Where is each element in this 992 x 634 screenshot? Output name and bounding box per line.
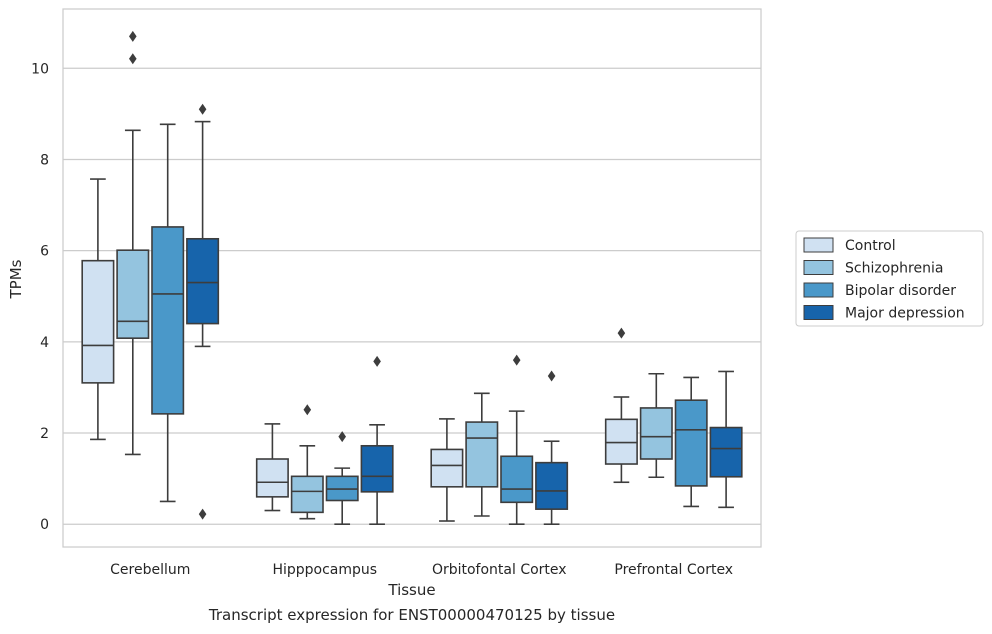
box xyxy=(674,399,708,487)
y-tick-label: 10 xyxy=(31,61,49,77)
y-tick-label: 0 xyxy=(40,517,49,533)
box-group xyxy=(604,327,638,484)
legend: Control Schizophrenia Bipolar disorder Majo… xyxy=(795,230,984,327)
chart-caption: Transcript expression for ENST0000047012… xyxy=(208,606,616,624)
box xyxy=(604,418,638,465)
outlier-point xyxy=(338,431,346,443)
plot-frame xyxy=(62,8,762,548)
x-tick-label: Hipppocampus xyxy=(272,562,377,578)
box xyxy=(81,259,115,384)
outlier-point xyxy=(547,370,556,382)
legend-label: Major depression xyxy=(845,306,965,322)
box xyxy=(186,237,220,325)
outlier-point xyxy=(303,404,312,416)
box-group xyxy=(186,103,220,520)
legend-label: Bipolar disorder xyxy=(845,283,956,299)
outlier-point xyxy=(198,508,207,520)
box-group xyxy=(430,418,464,522)
box-group xyxy=(535,370,569,526)
box xyxy=(255,458,289,498)
y-tick-label: 8 xyxy=(40,152,49,168)
box-group xyxy=(360,355,394,526)
box-group xyxy=(709,370,743,509)
box-group xyxy=(465,392,499,517)
box xyxy=(639,407,673,460)
x-tick-label: Cerebellum xyxy=(110,562,190,578)
y-tick-label: 4 xyxy=(40,335,49,351)
y-tick-label: 6 xyxy=(40,244,49,260)
legend-swatch xyxy=(803,282,834,298)
x-tick-label: Prefrontal Cortex xyxy=(614,562,733,578)
x-axis-label: Tissue xyxy=(387,581,435,599)
y-axis: 0 2 4 6 8 10 xyxy=(31,61,49,533)
legend-swatch xyxy=(803,260,834,275)
y-axis-label: TPMs xyxy=(7,259,25,299)
boxes xyxy=(81,30,743,526)
legend-label: Schizophrenia xyxy=(845,261,943,277)
box-group xyxy=(116,30,150,456)
y-tick-label: 2 xyxy=(40,426,49,442)
legend-swatch xyxy=(803,237,834,253)
outlier-point xyxy=(373,355,381,367)
box xyxy=(465,421,499,488)
outlier-point xyxy=(617,327,626,339)
box-group xyxy=(290,404,324,520)
box xyxy=(709,426,743,478)
box xyxy=(360,444,394,493)
box-group xyxy=(151,123,185,503)
outlier-point xyxy=(198,103,207,115)
box-group xyxy=(81,178,115,441)
legend-swatch xyxy=(803,305,834,320)
box-group xyxy=(325,431,359,526)
box xyxy=(535,461,569,510)
legend-frame xyxy=(795,230,984,327)
outlier-point xyxy=(129,30,137,42)
box-group xyxy=(255,423,289,512)
x-tick-label: Orbitofontal Cortex xyxy=(432,562,567,578)
box xyxy=(430,448,464,488)
legend-label: Control xyxy=(845,238,896,254)
box-group xyxy=(500,354,534,526)
box xyxy=(116,249,150,339)
x-axis: Cerebellum Hipppocampus Orbitofontal Corte… xyxy=(110,562,733,578)
box-group xyxy=(674,376,708,508)
box xyxy=(500,455,534,504)
outlier-point xyxy=(129,53,137,65)
outlier-point xyxy=(512,354,521,366)
box xyxy=(290,475,324,514)
box-group xyxy=(639,372,673,479)
box xyxy=(151,226,185,415)
